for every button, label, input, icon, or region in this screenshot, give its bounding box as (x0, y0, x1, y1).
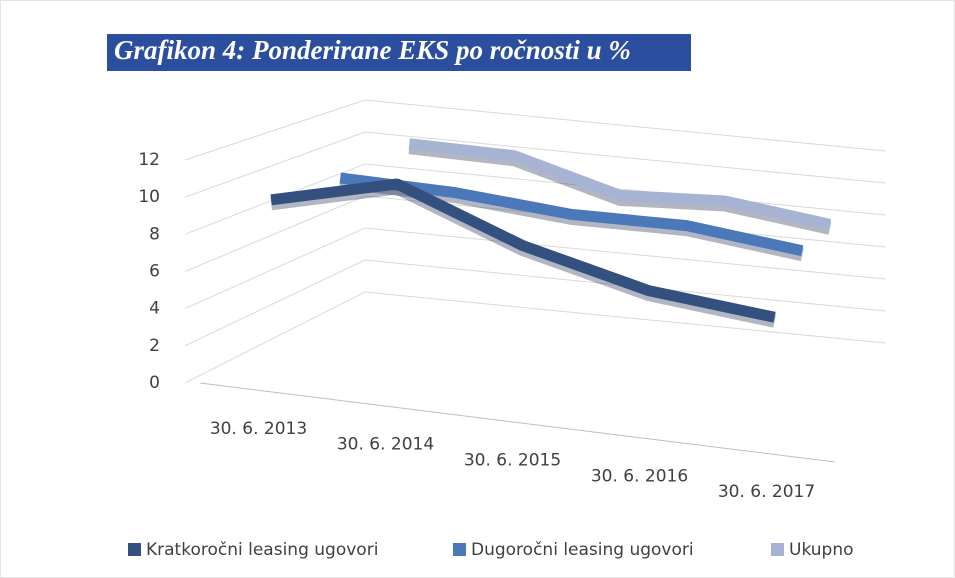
series-line (270, 178, 776, 323)
legend-label: Ukupno (789, 540, 854, 560)
x-tick-label: 30. 6. 2014 (337, 435, 434, 455)
legend-label: Dugoročni leasing ugovori (471, 540, 694, 560)
legend-swatch (453, 543, 466, 556)
y-tick-label: 6 (149, 262, 160, 282)
legend-label: Kratkoročni leasing ugovori (146, 540, 378, 560)
x-tick-label: 30. 6. 2017 (718, 482, 815, 502)
grid-line (184, 99, 886, 161)
y-tick-label: 2 (149, 336, 160, 356)
chart-title: Grafikon 4: Ponderirane EKS po ročnosti … (114, 35, 631, 65)
y-tick-label: 12 (138, 150, 160, 170)
y-tick-label: 10 (138, 187, 160, 207)
x-axis (199, 382, 836, 463)
grid-line (184, 131, 886, 198)
x-tick-label: 30. 6. 2013 (210, 419, 307, 439)
grid-line (184, 291, 886, 384)
series-line (408, 138, 832, 230)
y-tick-label: 0 (149, 373, 160, 393)
legend-swatch (771, 543, 784, 556)
grid-line (184, 227, 886, 310)
grid-line (184, 259, 886, 347)
title-box (107, 34, 691, 71)
y-tick-label: 8 (149, 224, 160, 244)
legend-swatch (128, 543, 141, 556)
y-tick-label: 4 (149, 299, 160, 319)
x-tick-label: 30. 6. 2016 (591, 466, 688, 486)
x-tick-label: 30. 6. 2015 (464, 451, 561, 471)
